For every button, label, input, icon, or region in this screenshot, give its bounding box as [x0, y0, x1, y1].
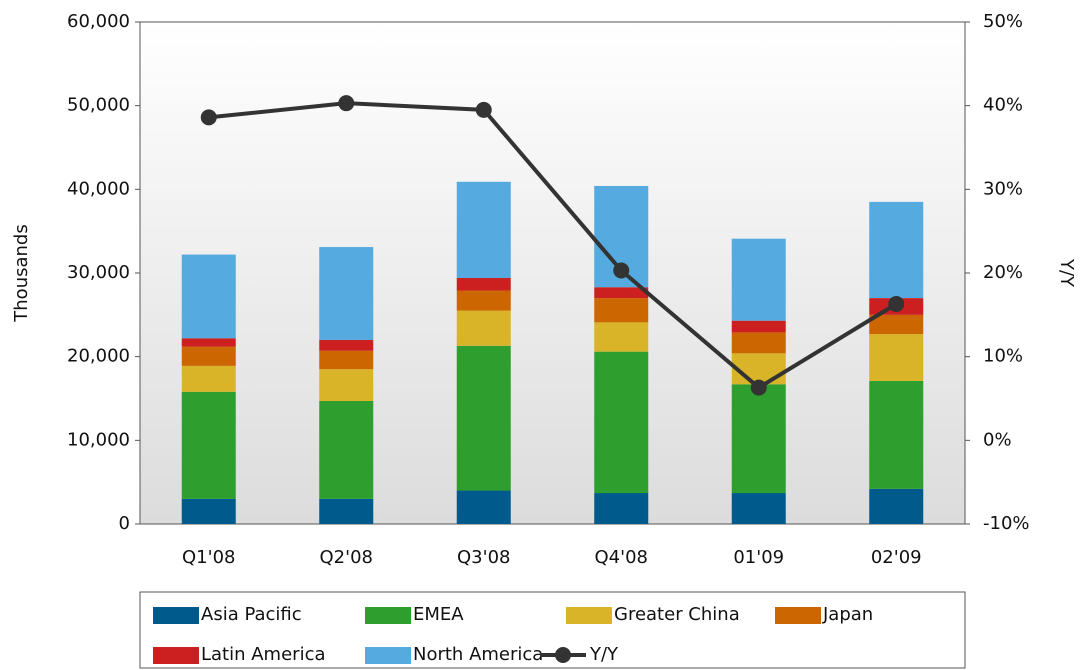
y2-tick-label: 10% [983, 346, 1023, 367]
bar-segment [456, 278, 511, 291]
bar-segment [319, 401, 374, 499]
y-tick-label: 60,000 [67, 11, 130, 32]
legend-swatch [365, 647, 411, 664]
line-point [475, 101, 492, 118]
legend-swatch [775, 607, 821, 624]
x-tick-label: Q4'08 [595, 547, 648, 568]
bar-segment [869, 380, 924, 489]
y-tick-label: 40,000 [67, 178, 130, 199]
y2-tick-label: 50% [983, 11, 1023, 32]
bar-segment [319, 350, 374, 370]
y2-tick-label: 30% [983, 178, 1023, 199]
bar-segment [594, 322, 649, 352]
line-point [338, 95, 355, 112]
bar-segment [594, 493, 649, 524]
legend-swatch [365, 607, 411, 624]
bar-segment [456, 490, 511, 524]
bar-segment [731, 238, 786, 321]
y-tick-label: 0 [119, 513, 130, 534]
line-point [613, 262, 630, 279]
bar-segment [869, 488, 924, 524]
y2-tick-label: 20% [983, 262, 1023, 283]
legend-label: Y/Y [589, 644, 619, 665]
y-tick-label: 10,000 [67, 429, 130, 450]
x-tick-label: Q1'08 [182, 547, 235, 568]
line [208, 101, 898, 391]
line-point [200, 109, 217, 126]
y-tick-label: 30,000 [67, 262, 130, 283]
bar-segment [181, 346, 236, 366]
x-tick-label: Q2'08 [320, 547, 373, 568]
bar-segment [594, 298, 649, 323]
bar-segment [731, 493, 786, 524]
y-tick-label: 20,000 [67, 346, 130, 367]
y2-tick-label: -10% [983, 513, 1030, 534]
legend-marker [555, 647, 571, 663]
y2-tick-label: 0% [983, 429, 1012, 450]
y2-axis-label: Y/Y [1056, 258, 1077, 288]
bar-segment [181, 391, 236, 499]
bar-segment [594, 351, 649, 494]
bar-segment [731, 320, 786, 333]
legend-swatch [566, 607, 612, 624]
bar-segment [181, 338, 236, 347]
bar-segment [456, 290, 511, 311]
legend-label: Asia Pacific [201, 604, 302, 625]
x-tick-label: Q3'08 [457, 547, 510, 568]
line-point [750, 379, 767, 396]
bar-segment [456, 345, 511, 491]
bar-segment [319, 247, 374, 340]
bar-segment [594, 287, 649, 299]
y-axis-label: Thousands [11, 224, 32, 322]
bar-segment [181, 254, 236, 339]
bar-segment [869, 201, 924, 299]
legend-label: EMEA [413, 604, 464, 625]
legend-label: North America [413, 644, 543, 665]
y-tick-label: 50,000 [67, 95, 130, 116]
x-tick-label: 01'09 [733, 547, 784, 568]
bar-segment [319, 369, 374, 402]
x-tick-label: 02'09 [871, 547, 922, 568]
bar-segment [869, 334, 924, 381]
plot-area [139, 21, 966, 525]
legend-label: Greater China [614, 604, 740, 625]
legend-label: Japan [822, 604, 873, 625]
bar-segment [181, 365, 236, 392]
legend-label: Latin America [201, 644, 326, 665]
bar-segment [731, 332, 786, 354]
bar-segment [731, 353, 786, 385]
bar-segment [181, 498, 236, 524]
bar-segment [456, 310, 511, 346]
bar-segment [869, 314, 924, 335]
line-point [888, 295, 905, 312]
y2-tick-label: 40% [983, 95, 1023, 116]
bar-segment [731, 384, 786, 494]
bar-segment [319, 498, 374, 524]
bar-segment [456, 181, 511, 279]
bar-segment [319, 339, 374, 351]
legend-swatch [153, 647, 199, 664]
legend-swatch [153, 607, 199, 624]
